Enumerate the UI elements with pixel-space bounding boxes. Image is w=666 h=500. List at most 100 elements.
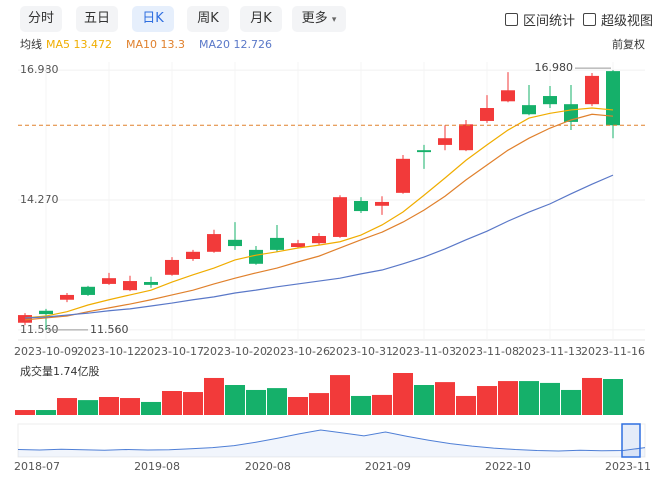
candle-body	[606, 71, 620, 126]
volume-bar	[36, 410, 56, 415]
candle-body	[438, 138, 452, 145]
volume-bar	[414, 385, 434, 415]
ma-legend: MA20 12.726	[199, 38, 272, 51]
icon	[505, 13, 518, 26]
ma-current: 13.3	[161, 38, 186, 51]
volume-bar	[477, 386, 497, 415]
candle-body	[501, 90, 515, 102]
candle-body	[417, 150, 431, 153]
volume-bar	[435, 382, 455, 415]
ma-line	[24, 113, 614, 321]
x-tick-label: 2023-11-03	[392, 345, 456, 358]
x-tick-label: 2023-10-20	[203, 345, 267, 358]
volume-bar	[99, 397, 119, 415]
candle-body	[81, 286, 95, 295]
high-label: 16.980	[535, 61, 574, 74]
candle-body	[207, 234, 221, 252]
volume-bar	[393, 373, 413, 415]
candle-body	[333, 197, 347, 237]
candle-body	[543, 96, 557, 105]
candle-body	[60, 294, 74, 300]
volume-bar	[246, 389, 266, 415]
ma-line	[24, 107, 614, 319]
x-tick-label: 2023-11-16	[581, 345, 645, 358]
tab[interactable]: 周K	[187, 6, 229, 32]
navigator-frame	[17, 423, 646, 458]
tab[interactable]: 分时	[20, 6, 62, 32]
tab[interactable]: 五日	[76, 6, 118, 32]
navigator-tick-label: 2022-10	[485, 460, 531, 473]
x-tick-label: 2023-10-26	[266, 345, 330, 358]
ma-legend: MA10 13.3	[126, 38, 185, 51]
y-tick-label: 14.270	[20, 193, 59, 206]
navigator-area	[18, 430, 645, 457]
volume-bar	[15, 410, 35, 415]
candle-body	[270, 237, 284, 250]
candle-body	[459, 124, 473, 151]
dropdown-caret: ▾	[331, 15, 337, 25]
ma-current: 13.472	[74, 38, 113, 51]
candle-body	[354, 201, 368, 212]
ma-name: MA5	[46, 38, 70, 51]
volume-bar	[519, 381, 539, 415]
volume-bar	[57, 398, 77, 415]
tab-active[interactable]: 日K	[132, 6, 174, 32]
volume-bar	[456, 395, 476, 415]
volume-bar	[309, 393, 329, 415]
volume-bar	[120, 398, 140, 415]
tab-more[interactable]: 更多 ▾	[292, 6, 346, 32]
candle-body	[228, 239, 242, 247]
volume-label: 成交量1.74亿股	[20, 364, 100, 378]
navigator-window	[621, 423, 641, 458]
y-tick-label: 11.560	[20, 323, 59, 336]
x-tick-label: 2023-11-08	[455, 345, 519, 358]
volume-bar	[498, 381, 518, 415]
navigator-tick-label: 2019-08	[134, 460, 180, 473]
candle-body	[249, 249, 263, 264]
tab-label: 更多	[301, 11, 328, 26]
volume-bar	[267, 388, 287, 415]
navigator-line	[17, 429, 646, 452]
volume-bar	[561, 389, 581, 415]
ma-line	[24, 174, 614, 319]
candle-body	[564, 104, 578, 122]
volume-bar	[204, 377, 224, 415]
x-tick-label: 2023-10-12	[77, 345, 141, 358]
volume-bar	[603, 379, 623, 415]
y-tick-label: 16.980	[20, 63, 59, 76]
volume-bar	[288, 397, 308, 415]
candle-body	[102, 278, 116, 284]
x-tick-label: 2023-11-13	[518, 345, 582, 358]
volume-bar	[225, 385, 245, 415]
candle-body	[123, 281, 137, 291]
volume-bar	[78, 400, 98, 415]
candle-body	[186, 251, 200, 259]
volume-bar	[183, 392, 203, 415]
candle-body	[39, 310, 53, 315]
volume-bar	[330, 375, 350, 415]
x-tick-label: 2023-10-17	[140, 345, 204, 358]
candle-body	[396, 158, 410, 193]
candle-body	[375, 201, 389, 206]
icon	[583, 13, 596, 26]
tab[interactable]: 月K	[240, 6, 282, 32]
candle-body	[312, 235, 326, 244]
volume-bar	[540, 382, 560, 415]
tool-button[interactable]: 区间统计	[505, 10, 575, 29]
candle-body	[165, 259, 179, 275]
tool-label: 区间统计	[523, 14, 576, 29]
label-bg	[582, 345, 644, 359]
x-tick-label: 2023-10-09	[14, 345, 78, 358]
candle-body	[18, 315, 32, 323]
navigator-tick-label: 2020-08	[245, 460, 291, 473]
volume-bar	[162, 391, 182, 415]
tool-button[interactable]: 超级视图	[583, 10, 653, 29]
ma-name: MA10	[126, 38, 157, 51]
adjust-label[interactable]: 前复权	[612, 37, 645, 51]
tool-label: 超级视图	[601, 14, 654, 29]
candle-body	[144, 282, 158, 285]
low-label: 11.560	[90, 323, 129, 336]
volume-bar	[372, 394, 392, 415]
